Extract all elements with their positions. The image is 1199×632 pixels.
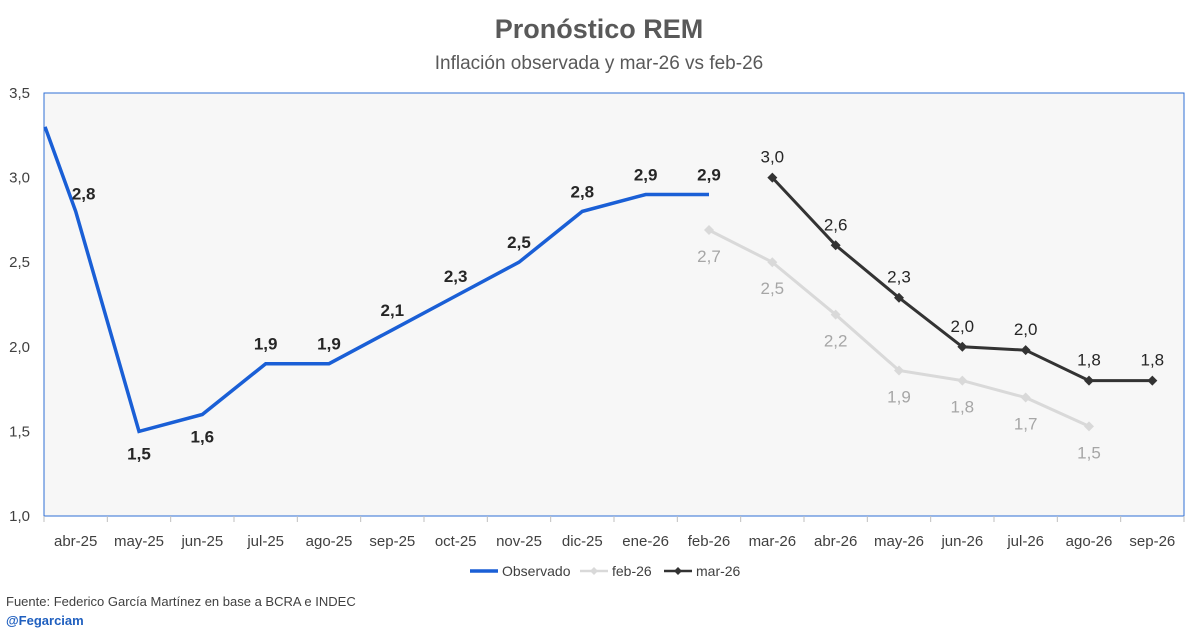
y-axis: 1,0 1,5 2,0 2,5 3,0 3,5 [9,85,30,525]
data-label-mar-26: 2,0 [951,317,975,336]
x-tick-label: nov-25 [496,533,542,550]
marker-mar-26 [830,240,841,251]
legend-item-observado: Observado [470,563,571,579]
marker-feb-26 [767,257,778,268]
marker-mar-26 [1147,375,1158,386]
legend-label: Observado [502,563,571,579]
x-tick-label: jul-26 [1006,533,1044,550]
x-tick-label: abr-26 [814,533,857,550]
marker-mar-26 [1084,375,1094,386]
data-label-feb-26: 2,5 [761,279,785,298]
x-tick-label: jun-25 [180,533,223,550]
source-note: Fuente: Federico García Martínez en base… [6,594,356,609]
y-tick-label: 1,0 [9,508,30,525]
data-label-mar-26: 1,8 [1077,351,1101,370]
x-axis: abr-25 may-25 jun-25 jul-25 ago-25 sep-25 oct-… [43,516,1185,550]
data-label-observado: 1,9 [254,335,278,354]
marker-feb-26 [1084,421,1094,432]
y-tick-label: 3,5 [9,85,30,102]
data-label-observado: 2,3 [444,267,468,286]
series-layer [43,126,1158,434]
x-tick-label: jun-26 [940,533,983,550]
data-label-observado: 2,5 [507,233,531,252]
series-line-observado [43,126,709,434]
marker-feb-26 [894,365,904,376]
data-label-feb-26: 1,8 [951,398,975,417]
chart-title: Pronóstico REM [495,14,704,44]
data-label-observado: 2,9 [634,166,658,185]
author-handle[interactable]: @Fegarciam [6,613,84,628]
plot-area [43,92,1185,517]
x-tick-label: may-26 [874,533,924,550]
y-tick-label: 2,0 [9,339,30,356]
x-tick-label: feb-26 [688,533,731,550]
x-tick-label: sep-26 [1129,533,1175,550]
x-tick-label: mar-26 [749,533,797,550]
x-tick-label: sep-25 [369,533,415,550]
marker-mar-26 [957,341,968,352]
data-label-mar-26: 3,0 [761,148,785,167]
line-chart: Pronóstico REM Inflación observada y mar… [9,14,1185,579]
data-label-mar-26: 2,0 [1014,320,1038,339]
data-label-feb-26: 2,7 [697,247,721,266]
marker-mar-26 [1020,345,1031,356]
data-label-mar-26: 1,8 [1141,351,1165,370]
x-tick-label: may-25 [114,533,164,550]
y-tick-label: 3,0 [9,170,30,187]
x-tick-label: ene-26 [622,533,669,550]
y-tick-label: 2,5 [9,254,30,271]
x-tick-label: jul-25 [246,533,284,550]
legend-label: feb-26 [612,563,652,579]
data-label-observado: 1,5 [127,444,151,463]
data-label-mar-26: 2,3 [887,268,911,287]
data-label-observado: 2,1 [381,301,405,320]
marker-feb-26 [830,309,841,320]
x-tick-label: ago-26 [1066,533,1113,550]
data-label-observado: 2,9 [697,166,721,185]
marker-mar-26 [767,172,778,183]
x-tick-label: ago-25 [306,533,353,550]
y-tick-label: 1,5 [9,423,30,440]
legend-swatch-marker [674,567,682,575]
legend-swatch-marker [590,567,598,575]
data-labels: 2,8 1,5 1,6 1,9 1,9 2,1 2,3 2,5 2,8 2,9 2,9 2,7 2,5 2… [72,148,1164,464]
x-tick-label: dic-25 [562,533,603,550]
legend-label: mar-26 [696,563,741,579]
marker-mar-26 [894,292,904,303]
data-label-observado: 2,8 [72,184,96,203]
marker-feb-26 [704,225,714,236]
data-label-feb-26: 1,7 [1014,415,1038,434]
marker-feb-26 [1020,392,1031,403]
chart-subtitle: Inflación observada y mar-26 vs feb-26 [435,53,763,74]
data-label-observado: 1,6 [191,427,215,446]
data-label-observado: 2,8 [571,182,595,201]
x-tick-label: oct-25 [435,533,477,550]
data-label-observado: 1,9 [317,335,341,354]
legend-item-mar-26: mar-26 [664,563,741,579]
legend-item-feb-26: feb-26 [580,563,652,579]
legend: Observado feb-26 mar-26 [470,563,741,579]
data-label-feb-26: 2,2 [824,332,848,351]
data-label-feb-26: 1,9 [887,387,911,406]
data-label-feb-26: 1,5 [1077,443,1101,462]
marker-feb-26 [957,375,968,386]
x-tick-label: abr-25 [54,533,97,550]
data-label-mar-26: 2,6 [824,215,848,234]
